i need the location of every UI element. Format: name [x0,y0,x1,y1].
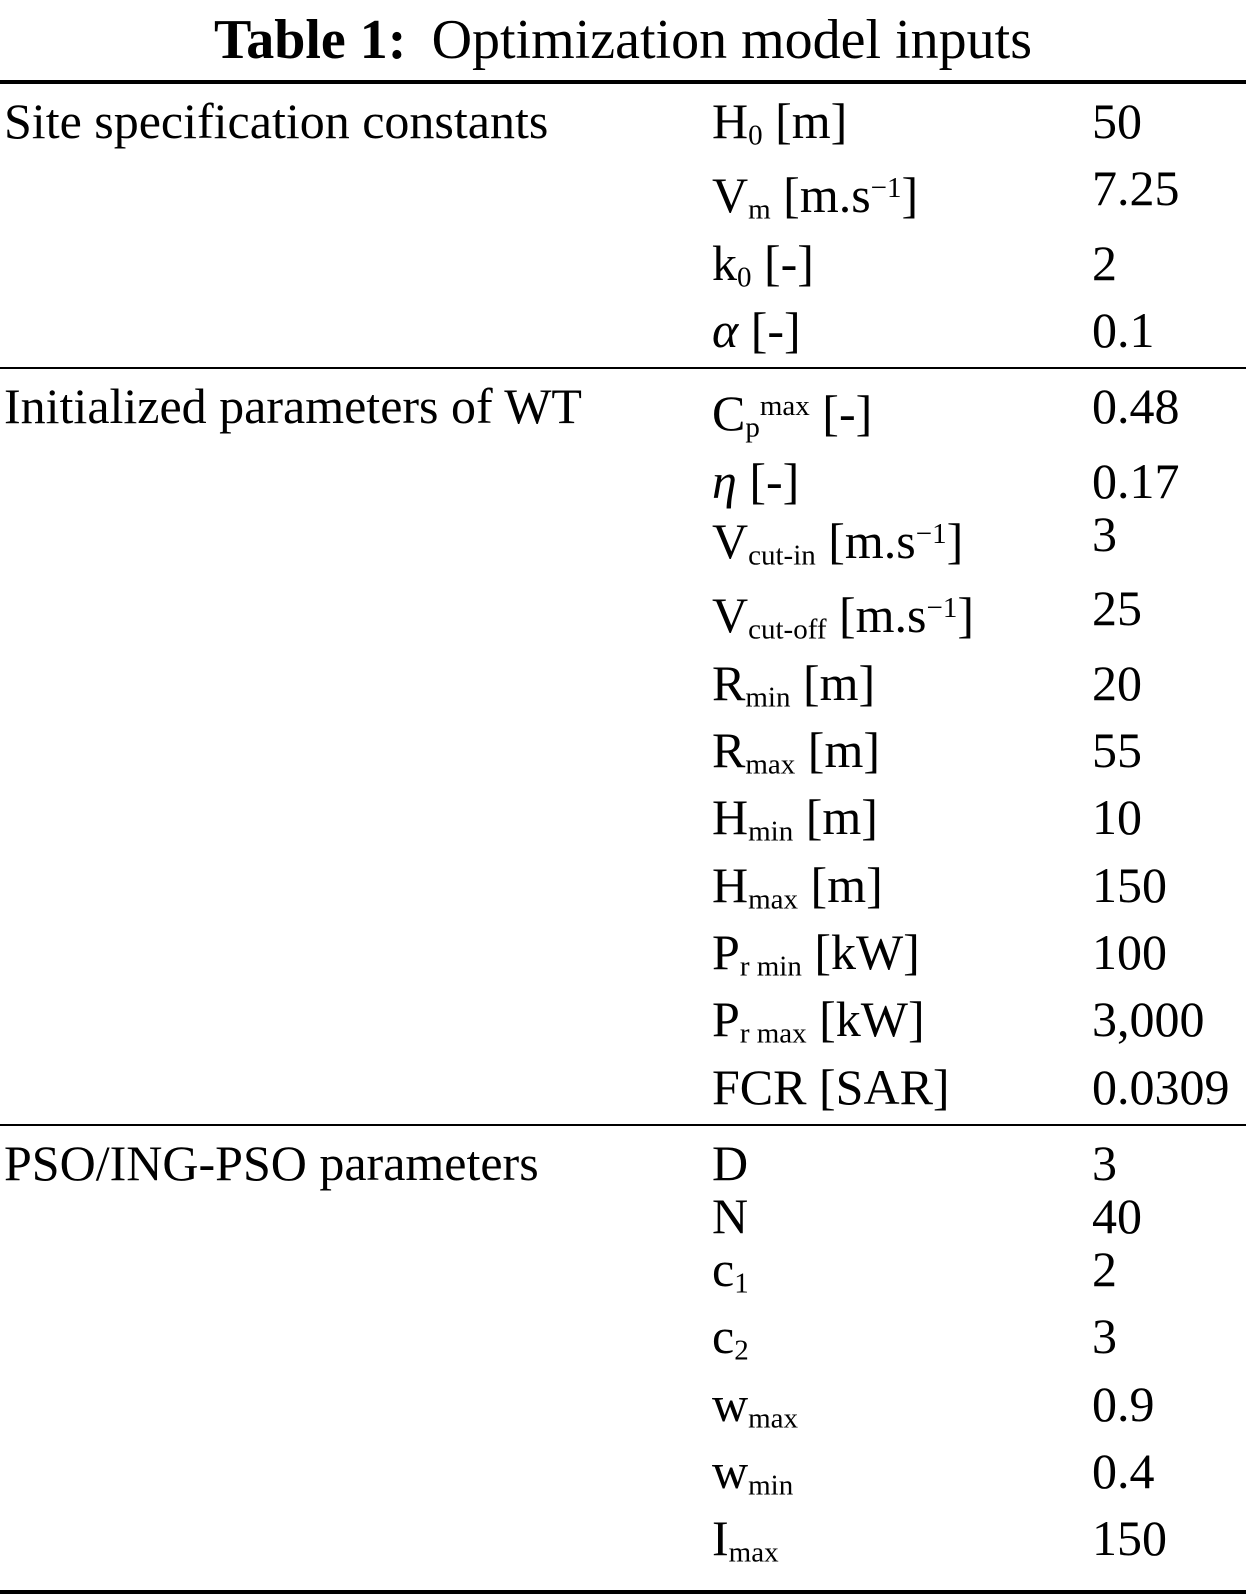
value-cell: 0.1 [1092,302,1155,359]
value-cell: 40 [1092,1187,1142,1244]
parameter-cell: Cpmax [-] [712,385,873,444]
table-section: Site specification constants H0 [m] 50 Vm [… [0,84,1246,367]
value-cell: 3 [1092,1134,1117,1191]
table-caption: Table 1: Optimization model inputs [0,0,1246,80]
parameter-cell: c2 [712,1308,749,1367]
value-cell: 150 [1092,1510,1167,1567]
value-cell: 0.48 [1092,378,1180,435]
parameter-cell: wmin [712,1442,794,1502]
parameter-cell: Vcut-off [m.s−1] [712,587,975,646]
value-cell: 10 [1092,789,1142,846]
parameter-cell: Rmin [m] [712,654,876,713]
section-group-label: Initialized parameters of WT [4,378,582,435]
parameter-cell: H0 [m] [712,93,848,152]
parameter-cell: Rmax [m] [712,721,880,781]
value-cell: 150 [1092,856,1167,913]
parameter-cell: η [-] [712,452,800,509]
section-group-label: Site specification constants [4,93,549,149]
value-cell: 7.25 [1092,160,1180,217]
caption-text: Optimization model inputs [431,9,1032,71]
section-group-label: PSO/ING-PSO parameters [4,1134,539,1191]
parameter-cell: Vcut-in [m.s−1] [712,512,964,572]
parameter-cell: Pr min [kW] [712,924,920,983]
value-cell: 0.9 [1092,1375,1155,1432]
value-cell: 3 [1092,505,1117,562]
parameter-cell: wmax [712,1375,799,1434]
value-cell: 2 [1092,234,1117,291]
parameter-cell: Vm [m.s−1] [712,167,919,226]
table: Site specification constants H0 [m] 50 Vm [… [0,80,1246,1594]
parameter-cell: FCR [SAR] [712,1058,950,1115]
value-cell: 50 [1092,93,1142,149]
parameter-cell: k0 [-] [712,234,814,294]
value-cell: 0.17 [1092,452,1180,509]
table-section: PSO/ING-PSO parameters D 3 N 40 c1 2 c2 3 wmax 0.9… [0,1123,1246,1590]
value-cell: 0.4 [1092,1442,1155,1499]
table-section: Initialized parameters of WT Cpmax [-] 0.4… [0,367,1246,1124]
parameter-cell: Hmin [m] [712,789,878,848]
parameter-cell: α [-] [712,302,801,359]
value-cell: 3 [1092,1308,1117,1365]
value-cell: 0.0309 [1092,1058,1230,1115]
value-cell: 3,000 [1092,991,1205,1048]
value-cell: 25 [1092,580,1142,637]
value-cell: 20 [1092,654,1142,711]
caption-label: Table 1: [214,9,407,71]
parameter-cell: N [712,1187,749,1244]
parameter-cell: Imax [712,1510,779,1569]
value-cell: 2 [1092,1240,1117,1297]
parameter-cell: c1 [712,1240,749,1300]
parameter-cell: Pr max [kW] [712,991,925,1050]
value-cell: 100 [1092,924,1167,981]
value-cell: 55 [1092,721,1142,778]
parameter-cell: D [712,1134,749,1191]
parameter-cell: Hmax [m] [712,856,883,916]
